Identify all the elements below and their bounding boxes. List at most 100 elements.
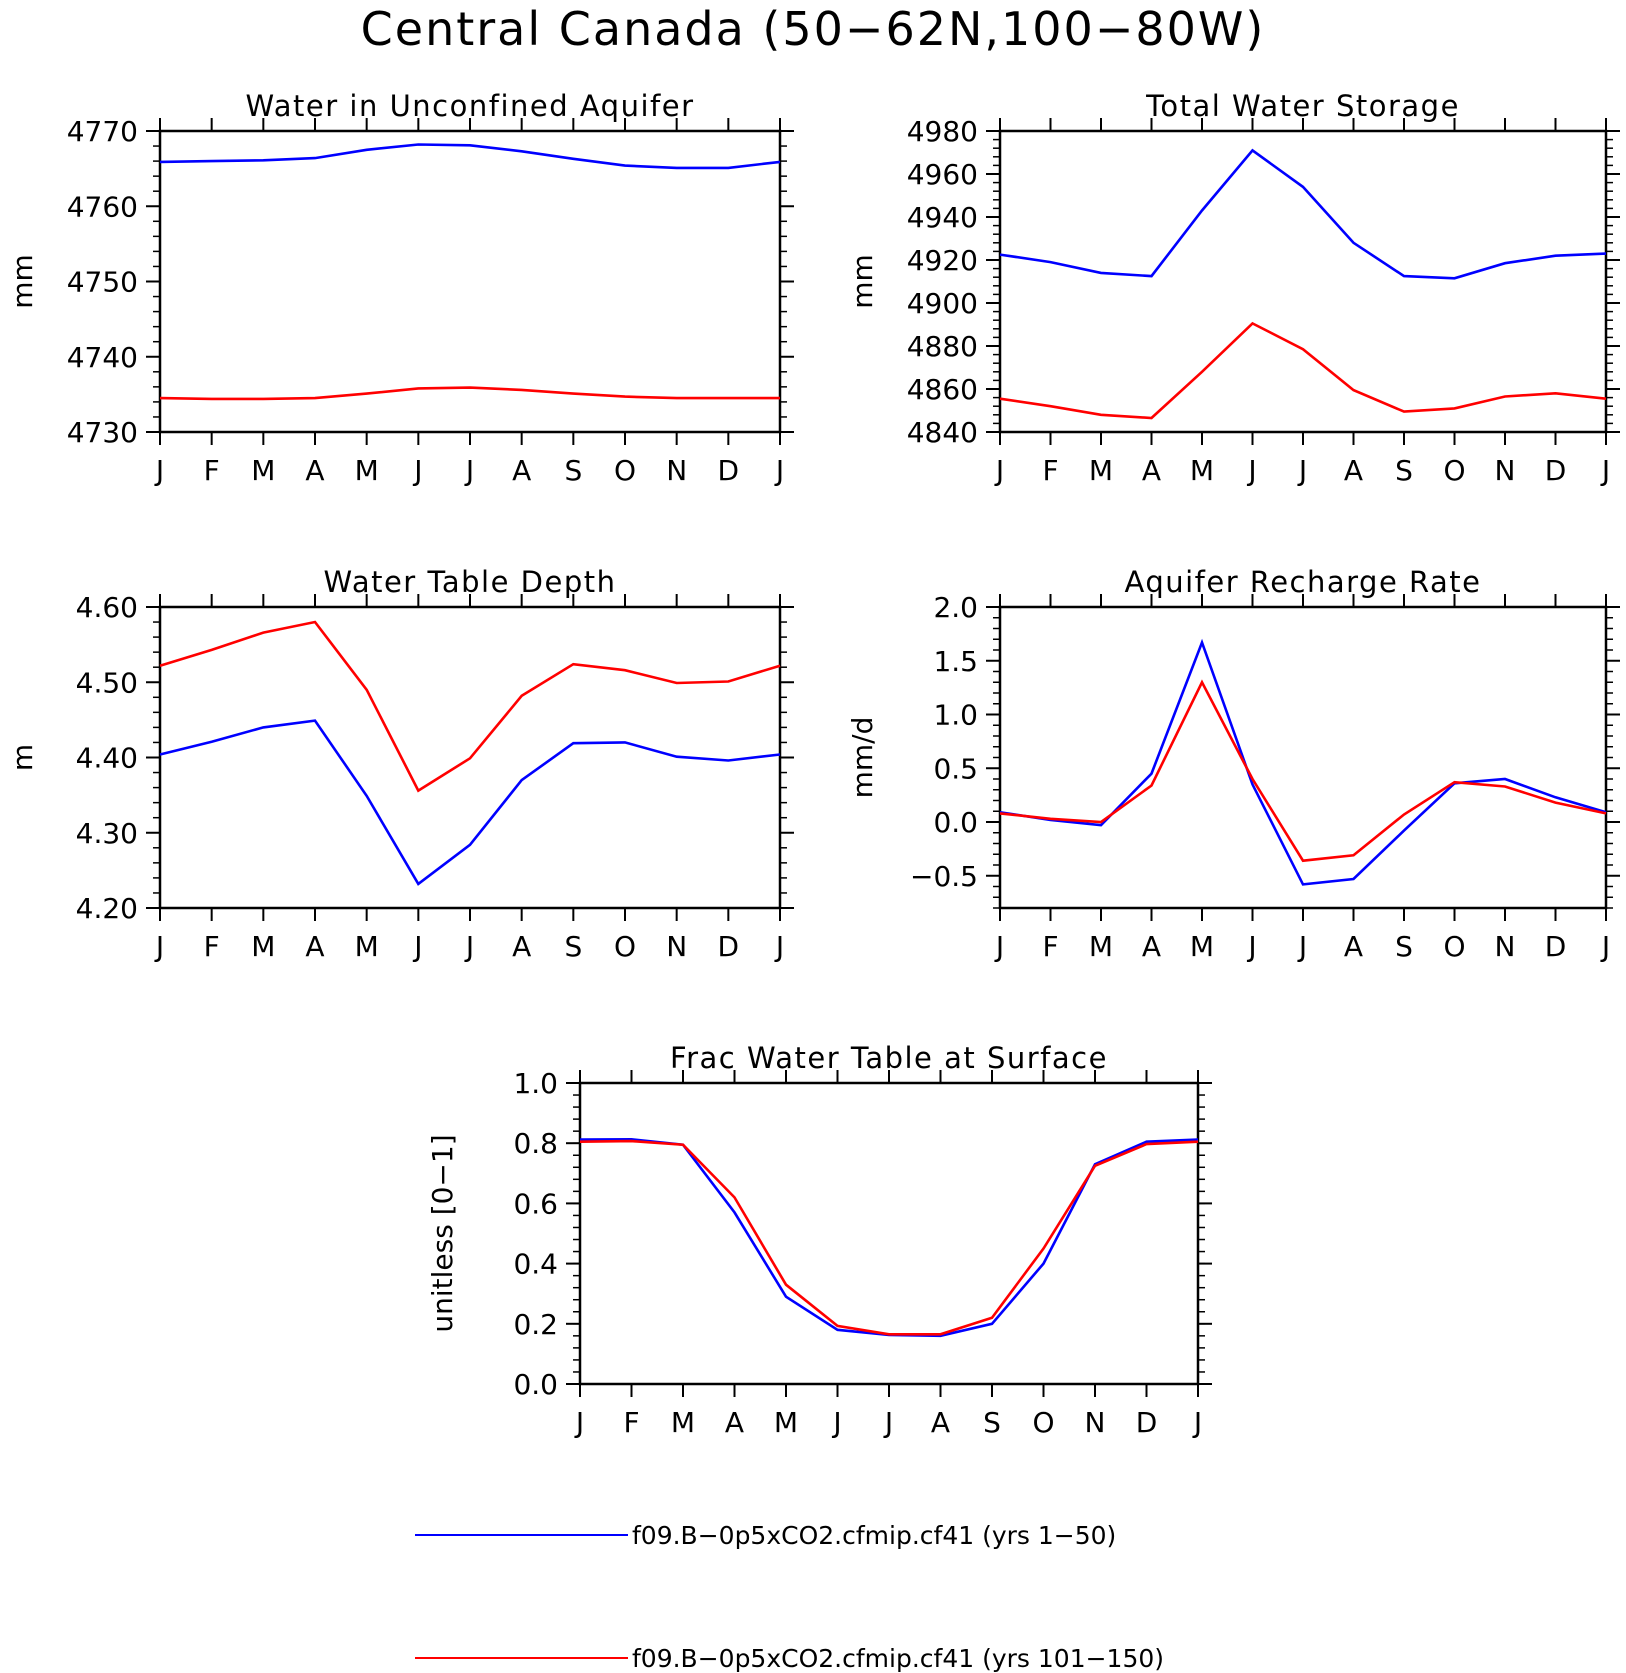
x-tick-label: N [1495, 454, 1516, 487]
y-tick-label: 4760 [67, 190, 138, 223]
x-tick-label: M [671, 1406, 695, 1439]
plot-frame [578, 1081, 1200, 1386]
x-tick-label: D [718, 454, 740, 487]
x-tick-label: J [1600, 454, 1610, 487]
y-tick-label: 4730 [67, 416, 138, 449]
x-tick-label: A [305, 930, 324, 963]
x-tick-label: A [1344, 454, 1363, 487]
x-tick-label: J [774, 930, 784, 963]
series-line-2 [159, 386, 780, 401]
panel-title: Frac Water Table at Surface [670, 1041, 1108, 1075]
panel-title: Water in Unconfined Aquifer [245, 89, 694, 123]
x-tick-label: N [1085, 1406, 1106, 1439]
y-tick-label: 4740 [67, 341, 138, 374]
y-axis-label: m [6, 744, 39, 771]
x-tick-label: D [718, 930, 740, 963]
x-tick-label: M [1190, 930, 1214, 963]
x-tick-label: O [1443, 454, 1465, 487]
y-tick-label: 4.40 [76, 742, 138, 775]
x-tick-label: J [574, 1406, 584, 1439]
x-tick-label: S [564, 930, 582, 963]
x-tick-label: J [1246, 454, 1256, 487]
x-tick-label: A [1344, 930, 1363, 963]
y-tick-label: 4960 [907, 158, 978, 191]
legend-label-series-1: f09.B−0p5xCO2.cfmip.cf41 (yrs 1−50) [632, 1521, 1116, 1550]
x-tick-label: A [931, 1406, 950, 1439]
x-tick-label: S [564, 454, 582, 487]
figure-title: Central Canada (50−62N,100−80W) [361, 2, 1266, 56]
panel-frac: Frac Water Table at Surface unitless [0−1… [426, 1041, 1212, 1439]
panel-title: Aquifer Recharge Rate [1124, 565, 1481, 599]
series-line-1 [159, 143, 781, 170]
x-tick-label: A [305, 454, 324, 487]
y-tick-label: 0.8 [513, 1127, 558, 1160]
y-tick-label: −0.5 [910, 860, 978, 893]
y-tick-label: 1.5 [933, 645, 978, 678]
y-tick-label: 2.0 [933, 591, 978, 624]
y-tick-label: 4.30 [76, 817, 138, 850]
y-tick-label: 0.0 [513, 1368, 558, 1401]
series-line-2 [999, 321, 1607, 420]
x-tick-label: F [204, 454, 220, 487]
y-tick-label: 4880 [907, 330, 978, 363]
x-tick-label: J [412, 454, 422, 487]
y-tick-label: 4940 [907, 201, 978, 234]
x-tick-label: M [355, 454, 379, 487]
x-tick-label: J [831, 1406, 841, 1439]
x-tick-label: S [983, 1406, 1001, 1439]
y-tick-label: 4750 [67, 266, 138, 299]
x-tick-label: F [204, 930, 220, 963]
x-tick-label: O [614, 454, 636, 487]
x-tick-label: M [355, 930, 379, 963]
legend: f09.B−0p5xCO2.cfmip.cf41 (yrs 1−50) f09.… [415, 1521, 1164, 1673]
x-tick-label: M [251, 454, 275, 487]
y-tick-label: 4900 [907, 287, 978, 320]
y-axis-label: mm/d [846, 717, 879, 799]
x-tick-label: N [1495, 930, 1516, 963]
x-tick-label: N [666, 930, 687, 963]
y-tick-label: 4.50 [76, 666, 138, 699]
y-tick-label: 4980 [907, 115, 978, 148]
x-tick-label: J [464, 930, 474, 963]
y-tick-label: 4770 [67, 115, 138, 148]
series-line-2 [999, 679, 1607, 863]
x-tick-label: A [512, 930, 531, 963]
y-axis-label: mm [6, 254, 39, 309]
y-tick-label: 0.5 [933, 752, 978, 785]
x-tick-label: A [1142, 930, 1161, 963]
series-line-1 [159, 719, 781, 886]
legend-label-series-2: f09.B−0p5xCO2.cfmip.cf41 (yrs 101−150) [632, 1644, 1164, 1673]
y-tick-label: 4.60 [76, 591, 138, 624]
x-tick-label: F [623, 1406, 639, 1439]
x-tick-label: A [725, 1406, 744, 1439]
y-tick-label: 4.20 [76, 892, 138, 925]
x-tick-label: D [1545, 454, 1567, 487]
series-line-2 [159, 620, 781, 793]
x-tick-label: J [464, 454, 474, 487]
x-tick-label: O [614, 930, 636, 963]
y-tick-label: 4860 [907, 373, 978, 406]
x-tick-label: O [1443, 930, 1465, 963]
series-line-1 [579, 1137, 1199, 1338]
x-tick-label: M [774, 1406, 798, 1439]
x-tick-label: J [1297, 454, 1307, 487]
x-tick-label: D [1136, 1406, 1158, 1439]
panel-title: Water Table Depth [324, 565, 617, 599]
x-tick-label: F [1042, 930, 1058, 963]
x-tick-label: J [412, 930, 422, 963]
x-tick-label: A [1142, 454, 1161, 487]
x-tick-label: S [1395, 454, 1413, 487]
x-tick-label: J [994, 454, 1004, 487]
x-tick-label: J [883, 1406, 893, 1439]
x-tick-label: M [1089, 930, 1113, 963]
x-tick-label: N [666, 454, 687, 487]
y-tick-label: 0.4 [513, 1248, 558, 1281]
y-axis-label: unitless [0−1] [426, 1134, 459, 1332]
y-tick-label: 1.0 [513, 1067, 558, 1100]
x-tick-label: J [154, 930, 164, 963]
plot-frame [998, 605, 1608, 910]
